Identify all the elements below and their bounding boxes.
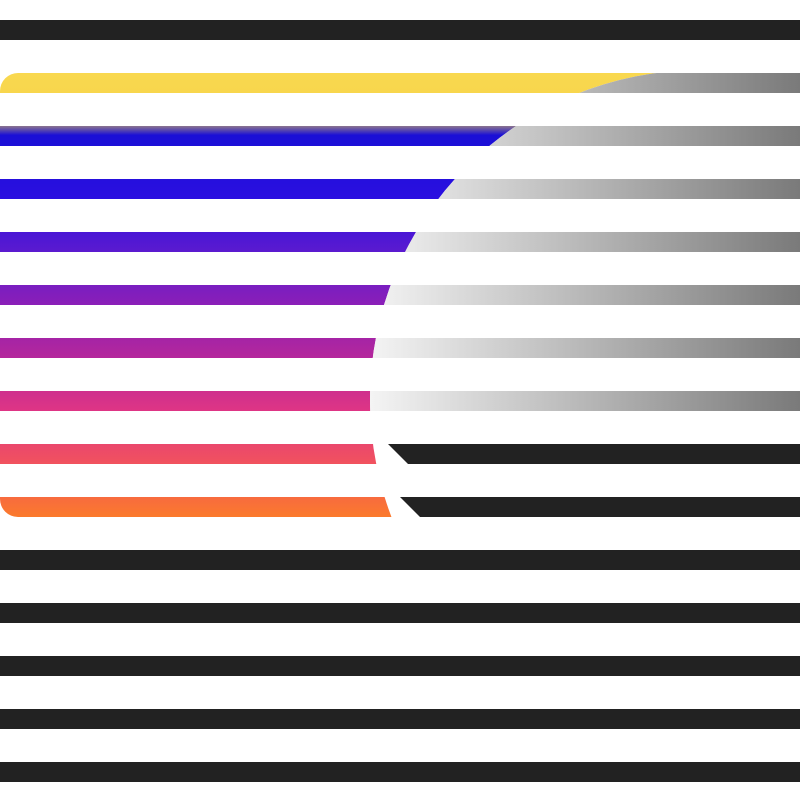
black-stripes [0,15,800,808]
gray-disc [370,70,800,415]
gray-fill [700,73,800,413]
gray-stripes [370,70,800,415]
black-stripe-block [0,15,800,45]
black-stripe-block [0,540,800,808]
